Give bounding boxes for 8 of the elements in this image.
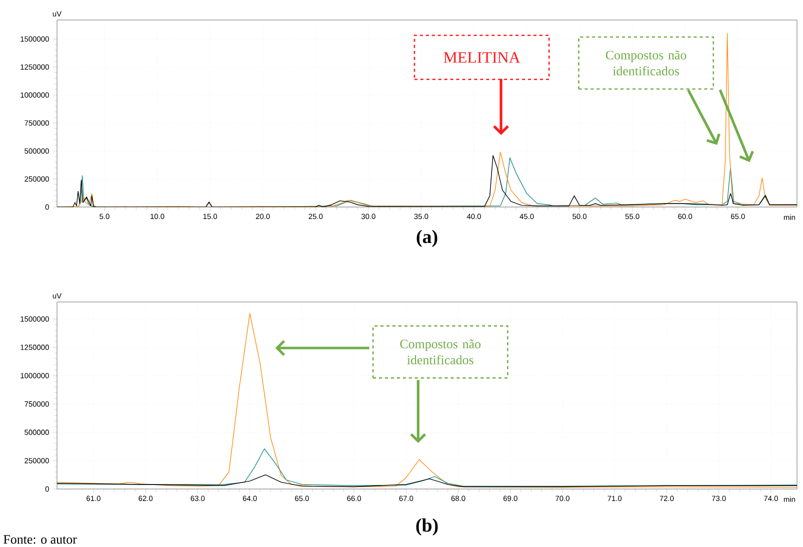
text: (b) bbox=[416, 518, 438, 536]
annotation: MELITINA bbox=[444, 52, 520, 63]
source-note: Fonte: o autor bbox=[4, 535, 77, 544]
line-series bbox=[57, 474, 798, 488]
line-series bbox=[57, 312, 798, 488]
text: (a) bbox=[416, 230, 438, 247]
annotation: Compostos não identificados bbox=[400, 340, 480, 364]
annotation: Compostos não identificados bbox=[606, 50, 686, 76]
